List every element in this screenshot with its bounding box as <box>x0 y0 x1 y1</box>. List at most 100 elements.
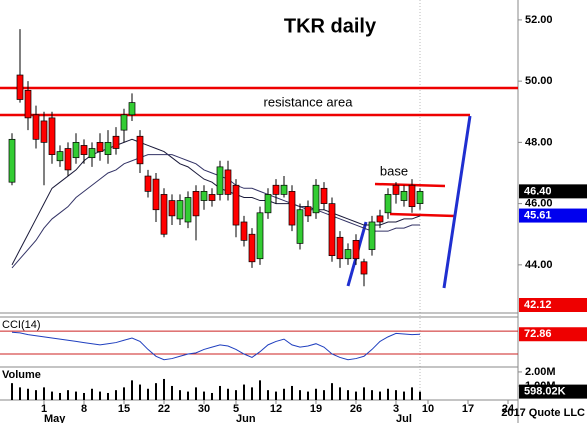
x-tick-label: 5 <box>233 403 239 415</box>
candle-body <box>88 148 96 159</box>
volume-bar <box>307 391 309 400</box>
panel-title: CCI(14) <box>2 319 41 331</box>
volume-bar <box>355 391 357 400</box>
volume-bar <box>67 390 69 400</box>
candle-body <box>376 215 384 223</box>
month-label: Jun <box>236 413 256 423</box>
volume-bar <box>195 387 197 400</box>
candle-body <box>32 114 40 140</box>
candle-body <box>240 221 248 241</box>
volume-bar <box>75 391 77 400</box>
candle-body <box>328 203 336 257</box>
candle-body <box>200 191 208 201</box>
price-flag <box>519 184 587 199</box>
indicator-line <box>11 331 421 361</box>
volume-bar <box>419 391 421 400</box>
candle-body <box>384 194 392 214</box>
volume-bar <box>91 388 93 400</box>
candle-body <box>288 191 296 226</box>
volume-bar <box>43 387 45 400</box>
candle-body <box>224 169 232 195</box>
trend-line <box>442 115 472 289</box>
candle-body <box>368 221 376 250</box>
candle-body <box>168 200 176 217</box>
candle-body <box>96 142 104 152</box>
volume-bar <box>171 385 173 400</box>
candle-body <box>184 197 192 223</box>
chart-title: TKR daily <box>284 15 377 37</box>
y-tick-label: 2.00M <box>525 366 556 378</box>
candle-body <box>144 175 152 192</box>
moving-average <box>11 138 421 266</box>
candle-body <box>320 187 328 204</box>
candle-body <box>48 117 56 155</box>
volume-bar <box>35 390 37 400</box>
volume-bar <box>219 385 221 400</box>
volume-bar <box>179 390 181 400</box>
volume-bar <box>27 388 29 400</box>
volume-bar <box>203 391 205 400</box>
x-tick-label: 24 <box>502 403 515 415</box>
volume-bar <box>187 391 189 400</box>
price-flag-label: 46.40 <box>524 185 552 197</box>
price-flag-label: 45.61 <box>524 209 552 221</box>
candle-body <box>120 114 128 131</box>
y-tick-label: 46.00 <box>525 198 553 210</box>
volume-bar <box>371 390 373 400</box>
volume-bar <box>243 384 245 400</box>
candle-body <box>112 135 120 149</box>
candle-body <box>8 138 16 183</box>
x-tick-label: 1 <box>41 403 47 415</box>
candle-body <box>16 74 24 100</box>
candle-body <box>40 120 48 143</box>
candle-body <box>152 178 160 211</box>
x-tick-label: 10 <box>422 403 434 415</box>
volume-bar <box>115 390 117 400</box>
candle-body <box>264 194 272 214</box>
volume-bar <box>259 380 261 400</box>
volume-bar <box>123 387 125 400</box>
source-label: 2017 Quote LLC <box>501 407 585 419</box>
y-tick-label: 48.00 <box>525 136 553 148</box>
price-flag <box>519 384 587 399</box>
volume-bar <box>251 387 253 400</box>
annotation: base <box>380 163 408 178</box>
candle-body <box>272 184 280 195</box>
x-tick-label: 8 <box>81 403 87 415</box>
volume-bar <box>99 391 101 400</box>
volume-bar <box>395 390 397 400</box>
plot <box>0 29 518 400</box>
y-tick-label: 50.00 <box>525 75 553 87</box>
candle-body <box>192 191 200 217</box>
candle-body <box>208 194 216 201</box>
x-tick-label: 17 <box>462 403 474 415</box>
volume-bar <box>51 391 53 400</box>
candle-body <box>248 233 256 263</box>
volume-bar <box>155 383 157 400</box>
volume-bar <box>323 390 325 400</box>
candle-body <box>104 142 112 155</box>
price-flag-label: 42.12 <box>524 299 552 311</box>
x-tick-label: 30 <box>198 403 210 415</box>
month-label: Jul <box>396 413 412 423</box>
x-tick-label: 22 <box>158 403 170 415</box>
annotation: resistance area <box>264 94 354 109</box>
volume-bar <box>139 384 141 400</box>
volume-bar <box>347 390 349 400</box>
candle-body <box>56 151 64 162</box>
candle-body <box>352 240 360 260</box>
volume-bar <box>131 380 133 400</box>
volume-bar <box>387 388 389 400</box>
volume-bar <box>299 390 301 400</box>
candle-body <box>80 145 88 155</box>
volume-bar <box>107 392 109 400</box>
candle-body <box>408 184 416 208</box>
x-tick-label: 15 <box>118 403 130 415</box>
price-flag-label: 598.02K <box>524 386 566 398</box>
volume-bar <box>211 392 213 400</box>
x-tick-label: 12 <box>270 403 282 415</box>
volume-bar <box>411 387 413 400</box>
candle-body <box>280 184 288 195</box>
candle-body <box>256 212 264 260</box>
y-tick-label: 52.00 <box>525 14 553 26</box>
